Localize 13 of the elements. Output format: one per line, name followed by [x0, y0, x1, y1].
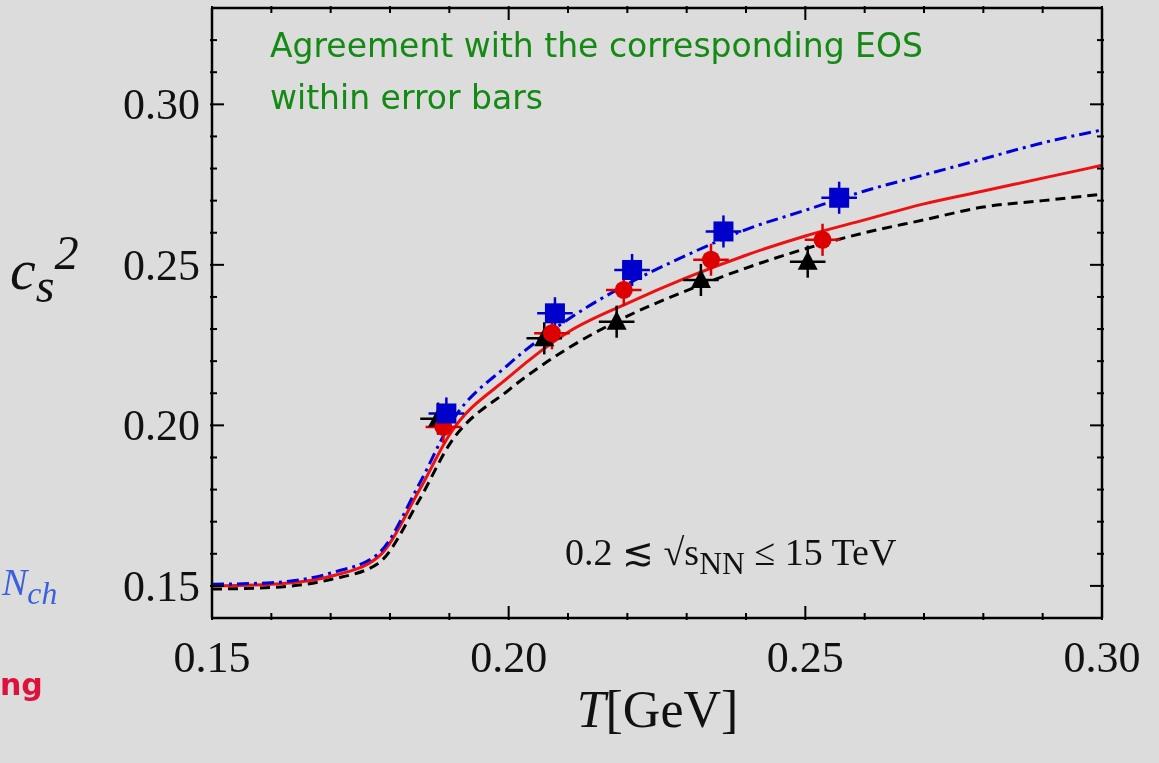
- y-tick-label: 0.30: [123, 80, 200, 130]
- x-tick-label: 0.20: [470, 633, 548, 682]
- text: ng: [0, 667, 43, 702]
- y-tick-label: 0.15: [123, 561, 200, 611]
- annotation: 0.2 ≲ √s$_{NN}$ ≤ 15 TeV: [565, 530, 897, 582]
- x-tick-label: 0.15: [173, 633, 251, 682]
- y-tick-label: 0.25: [123, 240, 200, 290]
- text: N$_{ch}$: [2, 560, 58, 612]
- x-axis-title: T[GeV]: [576, 681, 739, 738]
- x-tick-label: 0.30: [1063, 633, 1141, 682]
- y-tick-label: 0.20: [123, 401, 200, 451]
- annotation: Agreement with the corresponding EOS within error bars: [270, 25, 924, 119]
- x-tick-label: 0.25: [766, 633, 844, 682]
